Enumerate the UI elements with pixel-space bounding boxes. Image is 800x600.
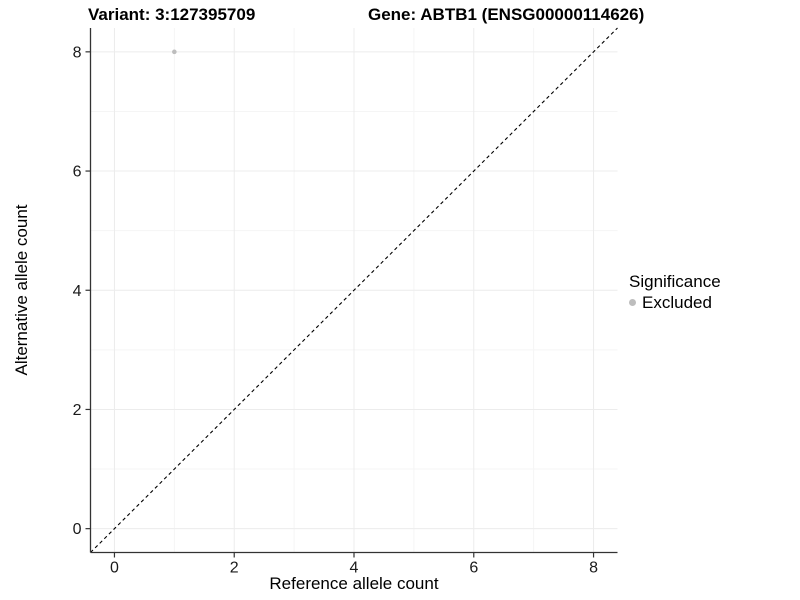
- identity-line: [90, 27, 618, 553]
- legend-point-icon: [629, 299, 636, 306]
- x-tick-label: 4: [350, 560, 359, 577]
- y-tick-label: 8: [73, 44, 82, 61]
- legend-title: Significance: [629, 272, 721, 291]
- legend-item-excluded: Excluded: [629, 292, 721, 313]
- plot-title-variant: Variant: 3:127395709: [88, 5, 256, 24]
- data-point: [172, 49, 177, 55]
- y-tick-label: 2: [73, 402, 82, 419]
- plot-title-gene: Gene: ABTB1 (ENSG00000114626): [368, 5, 645, 24]
- x-tick-label: 6: [469, 560, 478, 577]
- x-tick-label: 2: [230, 560, 239, 577]
- x-tick-label: 0: [110, 560, 119, 577]
- y-tick-label: 0: [73, 521, 82, 538]
- legend-item-label: Excluded: [642, 293, 712, 312]
- x-axis-title: Reference allele count: [269, 574, 439, 593]
- y-axis-title: Alternative allele count: [12, 204, 31, 376]
- y-tick-label: 6: [73, 164, 82, 181]
- x-tick-label: 8: [589, 560, 598, 577]
- y-tick-label: 4: [73, 283, 82, 300]
- legend: Significance Excluded: [629, 271, 721, 313]
